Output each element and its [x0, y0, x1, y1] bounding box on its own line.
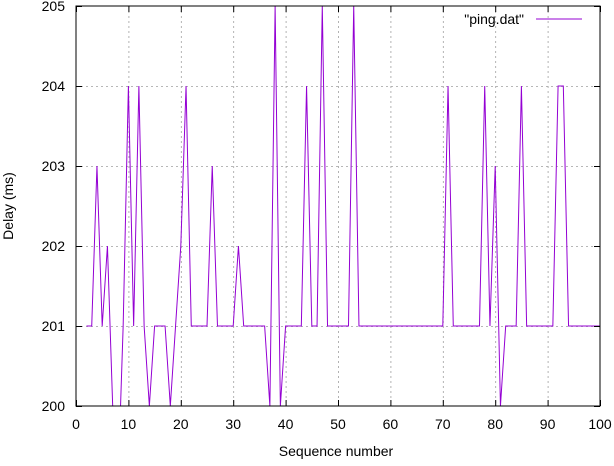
y-tick-label: 204 [42, 78, 66, 94]
legend-label: "ping.dat" [464, 11, 524, 27]
x-axis-label: Sequence number [279, 443, 394, 459]
x-tick-label: 60 [383, 416, 399, 432]
x-tick-label: 80 [487, 416, 503, 432]
y-tick-label: 200 [42, 398, 66, 414]
y-tick-label: 201 [42, 318, 66, 334]
y-axis-label: Delay (ms) [0, 172, 16, 240]
y-tick-label: 203 [42, 158, 66, 174]
series-layer [86, 6, 600, 406]
x-tick-label: 100 [588, 416, 612, 432]
x-tick-label: 30 [225, 416, 241, 432]
x-tick-label: 50 [330, 416, 346, 432]
x-tick-label: 0 [72, 416, 80, 432]
x-tick-label: 20 [173, 416, 189, 432]
y-tick-label: 202 [42, 238, 66, 254]
plot-border [75, 5, 601, 407]
y-tick-label: 205 [42, 0, 66, 14]
grid [76, 6, 600, 406]
x-tick-label: 40 [278, 416, 294, 432]
x-tick-label: 90 [540, 416, 556, 432]
x-tick-label: 70 [435, 416, 451, 432]
legend: "ping.dat" [464, 11, 582, 27]
x-tick-label: 10 [121, 416, 137, 432]
axis-ticks: 0 10 20 30 40 50 60 70 80 90 100 200 201 202 203 204 205 [42, 0, 612, 432]
series-line [86, 6, 600, 406]
